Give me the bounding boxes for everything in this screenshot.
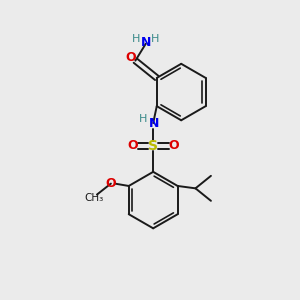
Text: H: H bbox=[139, 114, 147, 124]
Text: N: N bbox=[141, 36, 151, 49]
Text: H: H bbox=[151, 34, 159, 44]
Text: CH₃: CH₃ bbox=[84, 194, 104, 203]
Text: H: H bbox=[132, 34, 140, 44]
Text: O: O bbox=[169, 140, 179, 152]
Text: O: O bbox=[106, 177, 116, 190]
Text: O: O bbox=[126, 51, 136, 64]
Text: S: S bbox=[148, 139, 158, 153]
Text: N: N bbox=[148, 117, 159, 130]
Text: O: O bbox=[127, 140, 138, 152]
